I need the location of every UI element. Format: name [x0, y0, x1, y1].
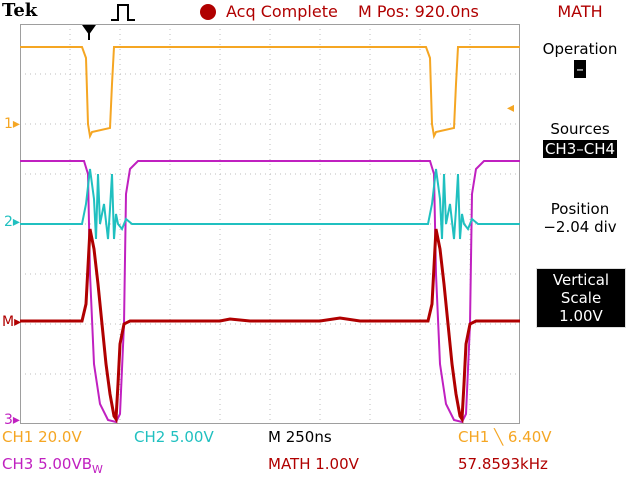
- side-menu: Operation – Sources CH3–CH4 Position −2.…: [520, 24, 640, 424]
- vertical-scale-value: 1.00V: [559, 307, 603, 325]
- vertical-scale-label-1: Vertical: [552, 271, 610, 289]
- math-ground-marker[interactable]: M▸: [2, 314, 22, 330]
- ch3-ground-marker[interactable]: 3▸: [4, 412, 20, 428]
- sources-value: CH3–CH4: [542, 140, 618, 158]
- ch1-ground-marker[interactable]: 1▸: [4, 116, 20, 132]
- trigger-type-icon: [111, 4, 135, 21]
- timebase-readout: M 250ns: [268, 428, 332, 446]
- readout-row-1: CH1 20.0V CH2 5.00V M 250ns CH1 ╲ 6.40V: [0, 428, 640, 448]
- ch1-scale-readout: CH1 20.0V: [2, 428, 82, 446]
- frequency-readout: 57.8593kHz: [458, 455, 548, 473]
- ch3-scale-readout: CH3 5.00VBW: [2, 455, 103, 476]
- vertical-scale-label-2: Scale: [560, 289, 602, 307]
- acquisition-status: Acq Complete: [226, 2, 338, 21]
- ch2-scale-readout: CH2 5.00V: [134, 428, 214, 446]
- brand-logo: Tek: [2, 0, 38, 21]
- operation-value: –: [574, 60, 586, 78]
- trigger-level-marker[interactable]: ◂: [507, 100, 515, 116]
- sources-menu-item[interactable]: Sources CH3–CH4: [520, 120, 640, 158]
- menu-title: MATH: [557, 2, 603, 21]
- ch1-waveform: [20, 46, 520, 140]
- ch2-waveform: [20, 168, 520, 240]
- ch2-ground-marker[interactable]: 2▸: [4, 214, 20, 230]
- math-scale-readout: MATH 1.00V: [268, 455, 359, 473]
- top-status-bar: Tek Acq Complete M Pos: 920.0ns: [0, 0, 520, 24]
- position-value: −2.04 div: [543, 218, 617, 236]
- sources-label: Sources: [550, 120, 610, 138]
- readout-row-2: CH3 5.00VBW MATH 1.00V 57.8593kHz: [0, 455, 640, 476]
- operation-menu-item[interactable]: Operation –: [520, 40, 640, 78]
- trigger-readout: CH1 ╲ 6.40V: [458, 428, 552, 446]
- horizontal-position: M Pos: 920.0ns: [358, 2, 479, 21]
- waveform-display: [20, 24, 520, 424]
- position-menu-item[interactable]: Position −2.04 div: [520, 200, 640, 236]
- position-label: Position: [550, 200, 610, 218]
- ch3-waveform: [20, 160, 520, 424]
- math-waveform: [20, 228, 520, 424]
- vertical-scale-menu-item[interactable]: Vertical Scale 1.00V: [536, 268, 626, 328]
- bandwidth-limit-indicator: W: [92, 463, 103, 476]
- operation-label: Operation: [542, 40, 618, 58]
- trigger-position-marker: [82, 25, 96, 40]
- acquisition-status-indicator: [200, 4, 216, 20]
